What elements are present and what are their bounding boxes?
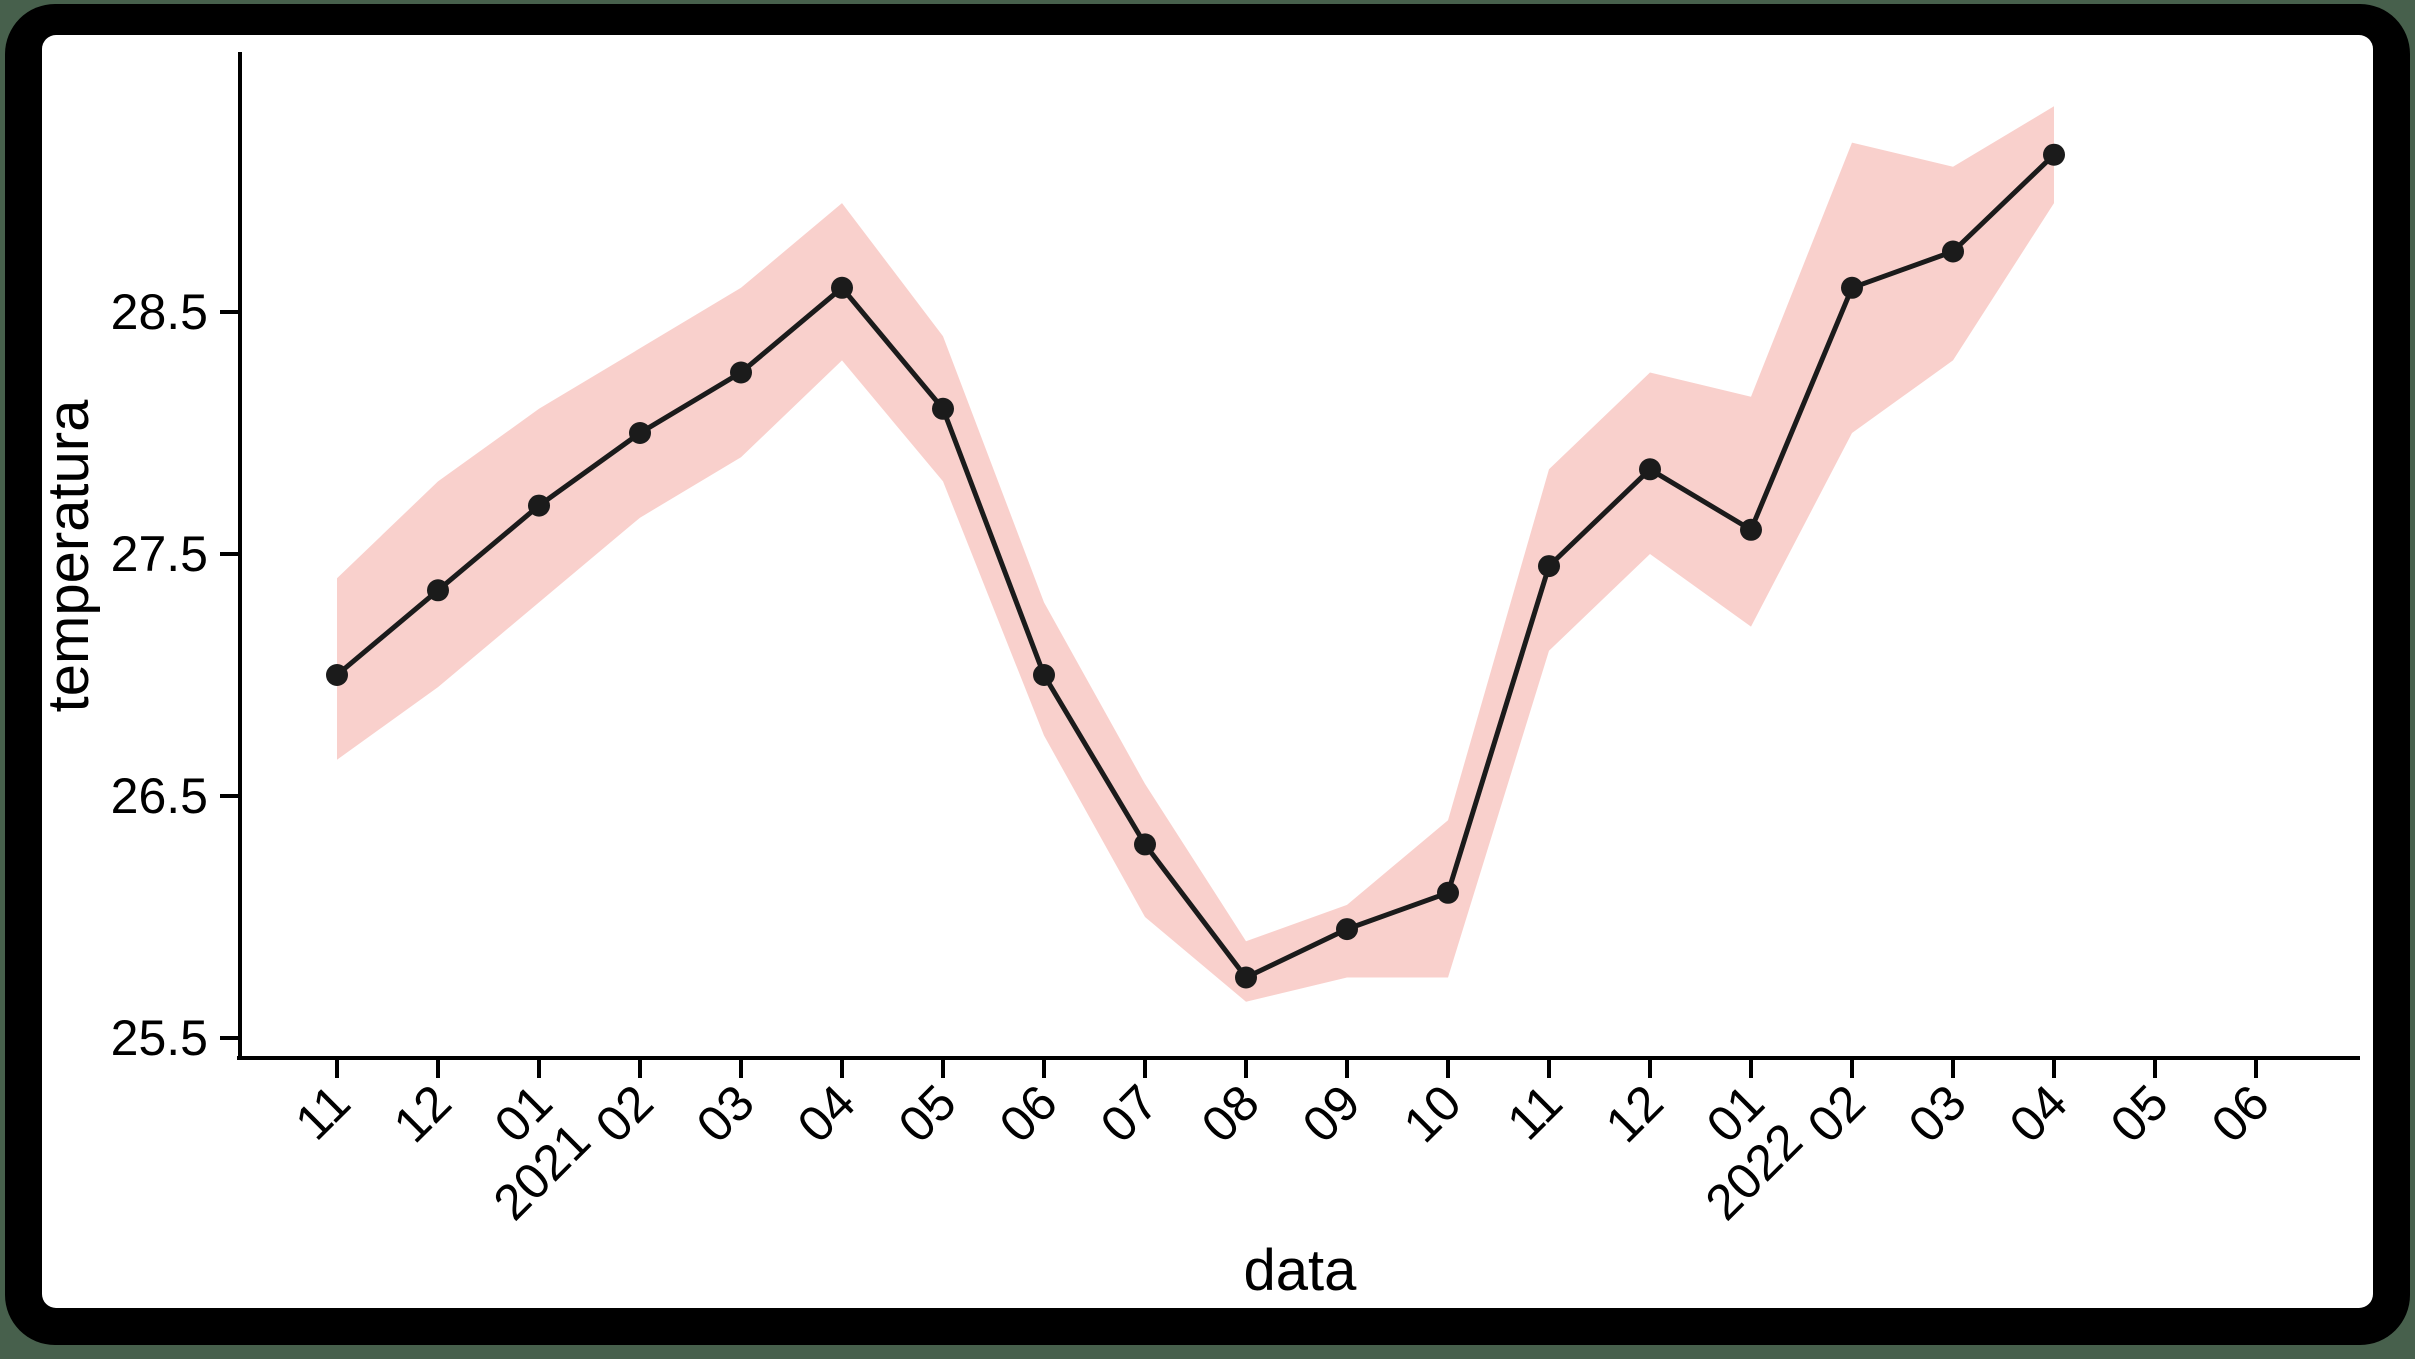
x-axis-title: data bbox=[1244, 1238, 1358, 1303]
confidence-band-layer bbox=[337, 106, 2054, 1002]
y-axis-title: temperatura bbox=[36, 399, 101, 712]
data-point bbox=[932, 397, 954, 420]
data-point bbox=[1740, 518, 1762, 541]
y-tick-label: 28.5 bbox=[111, 284, 208, 340]
data-point bbox=[326, 664, 348, 686]
y-tick-label: 25.5 bbox=[111, 1010, 208, 1066]
data-point bbox=[831, 276, 853, 299]
data-point bbox=[1841, 276, 1863, 299]
y-tick-label: 27.5 bbox=[111, 526, 208, 582]
data-point bbox=[1235, 966, 1257, 989]
series-line-layer bbox=[335, 152, 2056, 981]
data-point-layer bbox=[326, 143, 2065, 989]
data-point bbox=[1437, 881, 1459, 904]
data-point bbox=[1942, 240, 1964, 263]
data-point bbox=[2043, 143, 2065, 166]
y-tick-label: 26.5 bbox=[111, 768, 208, 824]
data-point bbox=[730, 361, 752, 384]
data-point bbox=[1639, 458, 1661, 481]
data-point bbox=[1033, 664, 1055, 686]
confidence-band bbox=[337, 106, 2054, 1002]
y-axis: 25.5 26.5 27.5 28.5 bbox=[111, 52, 242, 1066]
data-point bbox=[528, 494, 550, 517]
data-point bbox=[1134, 833, 1156, 856]
data-point bbox=[629, 422, 651, 444]
data-point bbox=[1538, 555, 1560, 578]
temperature-line bbox=[335, 152, 2056, 981]
data-point bbox=[427, 579, 449, 602]
data-point bbox=[1336, 918, 1358, 941]
